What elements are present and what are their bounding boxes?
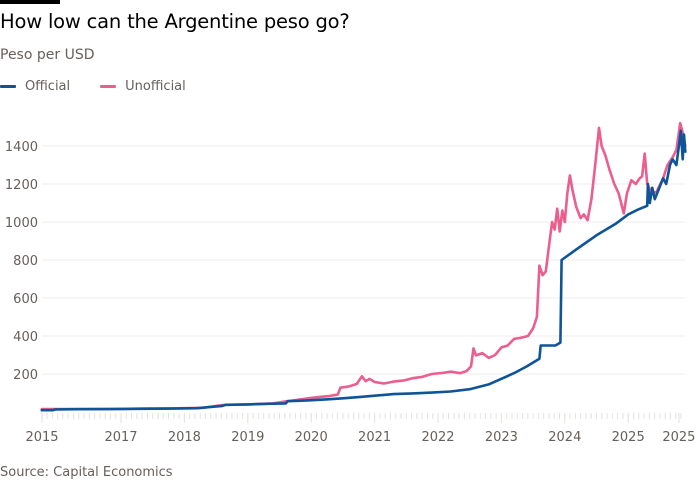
legend-item-unofficial: Unofficial [100,79,186,94]
legend-label-unofficial: Unofficial [125,79,186,94]
x-tick-label: 2015 [25,430,58,445]
chart-subtitle: Peso per USD [0,47,95,63]
y-tick-label: 1400 [5,140,38,155]
series-lines [40,121,687,412]
x-tick-label: 2025 [662,430,695,445]
series-line-official [40,129,687,412]
series-line-unofficial [40,121,687,411]
y-tick-label: 1200 [5,178,38,193]
brand-bar [0,0,60,4]
y-tick-label: 600 [13,292,38,307]
x-tick-label: 2017 [104,430,137,445]
y-tick-label: 200 [13,368,38,383]
source-note: Source: Capital Economics [0,465,173,480]
y-tick-label: 400 [13,330,38,345]
x-tick-label: 2022 [421,430,454,445]
y-tick-label: 800 [13,254,38,269]
chart-title: How low can the Argentine peso go? [0,10,350,33]
x-tick-label: 2024 [548,430,581,445]
x-tick-label: 2019 [231,430,264,445]
chart-legend: Official Unofficial [0,79,216,94]
x-tick-label: 2023 [485,430,518,445]
x-tick-label: 2020 [295,430,328,445]
x-tick-label: 2021 [358,430,391,445]
x-tick-label: 2018 [168,430,201,445]
x-tick-label: 2025 [612,430,645,445]
legend-swatch-official [0,85,16,88]
x-axis: 2015 2017 2018 2019 2020 2021 2022 2023 2024 2025… [25,413,695,445]
legend-swatch-unofficial [100,85,117,88]
y-tick-label: 1000 [5,216,38,231]
legend-item-official: Official [0,79,70,94]
gridlines [42,145,685,375]
legend-label-official: Official [25,79,71,94]
y-axis: 200 400 600 800 1000 1200 1400 [5,140,38,383]
